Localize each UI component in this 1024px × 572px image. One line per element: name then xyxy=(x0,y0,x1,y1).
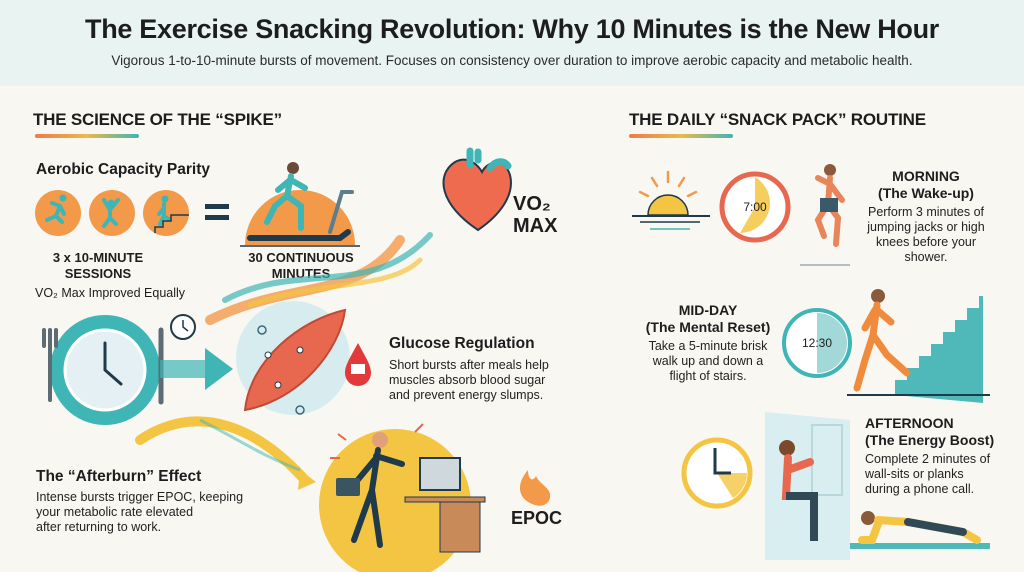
office-worker-icon xyxy=(319,423,486,572)
midday-line: walk up and down a xyxy=(652,354,764,368)
afternoon-illustration xyxy=(681,412,990,560)
routine-heading: THE DAILY “SNACK PACK” ROUTINE xyxy=(629,110,926,129)
short-sessions-label: 3 x 10-MINUTE SESSIONS xyxy=(38,250,158,282)
midday-illustration xyxy=(782,289,990,403)
glucose-line: muscles absorb blood sugar xyxy=(389,373,546,387)
glucose-line: and prevent energy slumps. xyxy=(389,388,544,402)
midday-title: MID-DAY xyxy=(678,302,738,318)
afterburn-line: after returning to work. xyxy=(36,520,162,534)
afterburn-line: your metabolic rate elevated xyxy=(36,505,194,519)
midday-line: Take a 5-minute brisk xyxy=(648,339,768,353)
morning-line: Perform 3 minutes of xyxy=(867,205,984,219)
vo2-max-label: VO₂ MAX xyxy=(513,193,557,237)
plank-woman-icon xyxy=(850,511,990,549)
treadmill-icon xyxy=(240,162,360,247)
heart-illustration xyxy=(442,147,512,232)
window-wall-icon xyxy=(765,412,850,560)
arrow-right-icon xyxy=(160,348,233,390)
clock-7-icon xyxy=(719,171,791,243)
afterburn-illustration xyxy=(319,423,551,572)
morning-subtitle: (The Wake-up) xyxy=(878,185,974,201)
afterburn-text: Intense bursts trigger EPOC, keeping you… xyxy=(36,490,243,535)
morning-clock-time: 7:00 xyxy=(743,200,767,214)
glucose-illustration xyxy=(42,301,371,425)
afternoon-line: wall-sits or planks xyxy=(865,467,964,481)
small-clock-icon xyxy=(170,314,196,340)
epoc-label: EPOC xyxy=(511,508,563,528)
morning-line: jumping jacks or high xyxy=(867,220,985,234)
muscle-icon xyxy=(236,301,350,415)
morning-line: knees before your xyxy=(875,235,977,249)
vo2-note: VO₂ Max Improved Equally xyxy=(35,286,186,300)
page-title: The Exercise Snacking Revolution: Why 10… xyxy=(85,14,939,44)
morning-illustration xyxy=(632,164,850,266)
afternoon-subtitle: (The Energy Boost) xyxy=(865,432,995,448)
midday-clock-time: 12:30 xyxy=(801,336,833,350)
plate-clock-icon xyxy=(42,315,164,425)
page-subtitle: Vigorous 1-to-10-minute bursts of moveme… xyxy=(111,53,913,68)
clock-3-icon xyxy=(681,437,753,509)
jump-icon xyxy=(89,190,135,236)
flow-swooshes xyxy=(135,232,433,490)
continuous-line1: 30 CONTINUOUS xyxy=(248,250,354,265)
vo2-label-line2: MAX xyxy=(513,215,558,237)
afternoon-block: AFTERNOON (The Energy Boost) Complete 2 … xyxy=(865,415,1005,497)
midday-block: MID-DAY (The Mental Reset) Take a 5-minu… xyxy=(640,302,776,384)
header-band xyxy=(0,0,1024,86)
blood-drop-icon xyxy=(345,343,371,386)
afterburn-line: Intense bursts trigger EPOC, keeping xyxy=(36,490,244,504)
wall-sit-woman-icon xyxy=(779,440,818,541)
short-sessions-line2: SESSIONS xyxy=(64,266,132,281)
morning-title: MORNING xyxy=(892,168,960,184)
midday-subtitle: (The Mental Reset) xyxy=(645,319,771,335)
sunrise-icon xyxy=(632,170,710,230)
midday-line: flight of stairs. xyxy=(669,369,747,383)
science-heading-underline xyxy=(35,134,139,138)
high-knees-woman-icon xyxy=(800,164,850,266)
short-sessions-icons xyxy=(35,162,360,247)
routine-heading-underline xyxy=(629,134,733,138)
afternoon-title: AFTERNOON xyxy=(865,415,954,431)
stair-climber-icon xyxy=(847,289,990,403)
aerobic-title: Aerobic Capacity Parity xyxy=(36,161,211,178)
clock-1230-icon xyxy=(782,308,852,378)
short-sessions-line1: 3 x 10-MINUTE xyxy=(52,250,144,265)
science-heading: THE SCIENCE OF THE “SPIKE” xyxy=(33,110,282,129)
morning-line: shower. xyxy=(904,250,948,264)
heart-icon xyxy=(442,147,512,232)
flame-icon xyxy=(519,470,551,506)
afterburn-title: The “Afterburn” Effect xyxy=(36,468,202,485)
vo2-label-line1: VO₂ xyxy=(513,193,551,215)
morning-block: MORNING (The Wake-up) Perform 3 minutes … xyxy=(862,168,990,265)
glucose-text: Short bursts after meals help muscles ab… xyxy=(389,358,549,403)
run-icon xyxy=(35,190,81,236)
stairs-climb-icon xyxy=(143,190,189,236)
afternoon-line: during a phone call. xyxy=(865,482,975,496)
equals-icon xyxy=(205,204,229,220)
glucose-line: Short bursts after meals help xyxy=(389,358,549,372)
glucose-title: Glucose Regulation xyxy=(389,335,535,352)
afternoon-line: Complete 2 minutes of xyxy=(865,452,991,466)
